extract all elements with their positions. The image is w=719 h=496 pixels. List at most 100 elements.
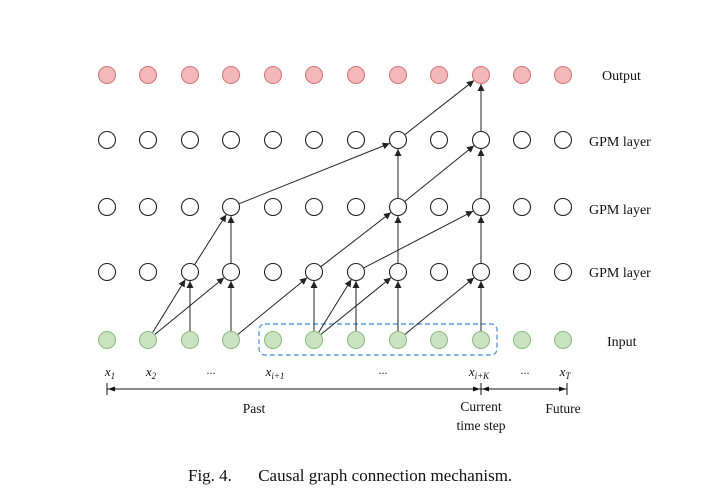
future-label: Future: [545, 401, 580, 416]
input-node: [512, 330, 532, 350]
output-row-label: Output: [602, 69, 641, 84]
input-node: [180, 330, 200, 350]
gpm-layer-2-node: [429, 197, 449, 217]
input-node: [471, 330, 491, 350]
output-node: [429, 65, 449, 85]
gpm-layer-1-node: [138, 262, 158, 282]
output-node: [304, 65, 324, 85]
figure-caption: Fig. 4. Causal graph connection mechanis…: [188, 466, 512, 485]
input-node: [304, 330, 324, 350]
gpm-layer-3-node: [304, 130, 324, 150]
gpm-layer-2-node: [346, 197, 366, 217]
graph-edge-arrow: [154, 277, 225, 335]
timeline-arrow-current-right: [482, 386, 489, 392]
graph-edge-arrow: [363, 210, 474, 269]
output-node: [221, 65, 241, 85]
gpm-layer-1-node: [304, 262, 324, 282]
gpm-layer-3-node: [388, 130, 408, 150]
gpm-layer-1-node: [512, 262, 532, 282]
gpm-layer-2-label: GPM layer: [589, 203, 651, 218]
gpm-layer-2-node: [388, 197, 408, 217]
input-index-label: x1: [104, 364, 115, 381]
gpm-layer-3-node: [180, 130, 200, 150]
timeline-arrow-right: [559, 386, 566, 392]
output-node: [180, 65, 200, 85]
input-index-label: xi+1: [265, 364, 285, 381]
gpm-layer-3-node: [263, 130, 283, 150]
caption-text: Causal graph connection mechanism.: [258, 466, 512, 485]
graph-edge-arrow: [318, 279, 352, 334]
input-node: [553, 330, 573, 350]
current-time-step-label-line2: time step: [456, 418, 505, 433]
output-node: [97, 65, 117, 85]
current-time-step-label-line1: Current: [460, 399, 501, 414]
gpm-layer-3-label: GPM layer: [589, 135, 651, 150]
input-node: [97, 330, 117, 350]
output-node: [512, 65, 532, 85]
gpm-layer-2-node: [263, 197, 283, 217]
gpm-layer-1-node: [263, 262, 283, 282]
output-node: [553, 65, 573, 85]
gpm-layer-3-node: [471, 130, 491, 150]
receptive-window-box: [258, 323, 498, 356]
input-node: [346, 330, 366, 350]
timeline-arrow-left: [108, 386, 115, 392]
output-node: [471, 65, 491, 85]
graph-edge-arrow: [404, 277, 475, 335]
gpm-layer-2-node: [471, 197, 491, 217]
gpm-layer-3-node: [346, 130, 366, 150]
gpm-layer-3-node: [97, 130, 117, 150]
caption-label: Fig. 4.: [188, 466, 232, 485]
timeline-arrow-current-left: [473, 386, 480, 392]
graph-edge-arrow: [237, 277, 308, 335]
gpm-layer-3-node: [138, 130, 158, 150]
gpm-layer-3-node: [512, 130, 532, 150]
timeline: Past Current time step Future: [106, 383, 581, 433]
graph-edge-arrow: [194, 214, 227, 266]
gpm-layer-3-node: [221, 130, 241, 150]
ellipsis-label: ...: [379, 363, 388, 377]
input-index-label: xi+K: [468, 364, 490, 381]
output-node: [346, 65, 366, 85]
gpm-layer-1-node: [553, 262, 573, 282]
graph-edge-arrow: [320, 212, 392, 268]
past-label: Past: [243, 401, 266, 416]
gpm-layer-1-node: [97, 262, 117, 282]
graph-edge-arrow: [404, 80, 475, 136]
gpm-layer-2-node: [304, 197, 324, 217]
gpm-layer-1-node: [388, 262, 408, 282]
input-index-label: xT: [559, 364, 572, 381]
edge-group: [152, 80, 485, 336]
input-index-label: x2: [145, 364, 157, 381]
gpm-layer-2-node: [180, 197, 200, 217]
input-index-labels: x1 x2... xi+1... xi+K... xT: [104, 363, 572, 381]
output-node: [388, 65, 408, 85]
gpm-layer-3-node: [553, 130, 573, 150]
input-node: [138, 330, 158, 350]
input-row-label: Input: [607, 335, 637, 350]
gpm-layer-2-node: [512, 197, 532, 217]
input-node: [263, 330, 283, 350]
gpm-layer-3-node: [429, 130, 449, 150]
gpm-layer-1-node: [180, 262, 200, 282]
ellipsis-label: ...: [207, 363, 216, 377]
gpm-layer-1-node: [346, 262, 366, 282]
gpm-layer-1-label: GPM layer: [589, 266, 651, 281]
ellipsis-label: ...: [521, 363, 530, 377]
graph-edge-arrow: [404, 145, 475, 203]
gpm-layer-2-node: [138, 197, 158, 217]
graph-edge-arrow: [238, 142, 390, 205]
gpm-layer-1-node: [429, 262, 449, 282]
gpm-layer-1-node: [471, 262, 491, 282]
gpm-layer-2-node: [97, 197, 117, 217]
input-node: [429, 330, 449, 350]
graph-edge-arrow: [152, 279, 186, 334]
input-node: [221, 330, 241, 350]
output-node: [263, 65, 283, 85]
gpm-layer-1-node: [221, 262, 241, 282]
input-node: [388, 330, 408, 350]
gpm-layer-2-node: [553, 197, 573, 217]
node-group: [97, 65, 573, 350]
output-node: [138, 65, 158, 85]
